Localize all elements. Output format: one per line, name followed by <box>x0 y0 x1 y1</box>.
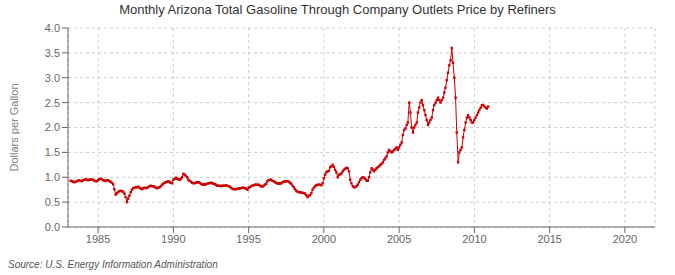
svg-text:1985: 1985 <box>86 233 110 245</box>
svg-text:1.0: 1.0 <box>45 171 60 183</box>
svg-text:2020: 2020 <box>613 233 637 245</box>
svg-text:0.5: 0.5 <box>45 196 60 208</box>
svg-text:2005: 2005 <box>387 233 411 245</box>
svg-text:2.5: 2.5 <box>45 97 60 109</box>
svg-text:1990: 1990 <box>161 233 185 245</box>
html-text:Source: U.S. Energy Informatio: Source: U.S. Energy Information Administ… <box>8 259 218 270</box>
svg-text:2000: 2000 <box>312 233 336 245</box>
svg-text:0.0: 0.0 <box>45 221 60 233</box>
svg-text:2010: 2010 <box>462 233 486 245</box>
svg-text:2.0: 2.0 <box>45 121 60 133</box>
svg-text:2015: 2015 <box>537 233 561 245</box>
svg-text:3.5: 3.5 <box>45 47 60 59</box>
html-text:Monthly Arizona Total Gasoline: Monthly Arizona Total Gasoline Through C… <box>119 2 556 17</box>
svg-text:1995: 1995 <box>236 233 260 245</box>
svg-text:3.0: 3.0 <box>45 72 60 84</box>
svg-text:1.5: 1.5 <box>45 146 60 158</box>
svg-text:Dollars per Gallon: Dollars per Gallon <box>8 83 20 171</box>
svg-text:4.0: 4.0 <box>45 22 60 34</box>
